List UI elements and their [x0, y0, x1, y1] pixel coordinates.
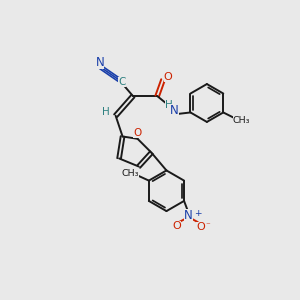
- Text: O: O: [172, 221, 181, 231]
- Text: H: H: [165, 100, 173, 110]
- Text: H: H: [102, 107, 110, 117]
- Text: O: O: [164, 72, 172, 82]
- Text: O: O: [134, 128, 142, 138]
- Text: N: N: [96, 56, 104, 69]
- Text: +: +: [194, 209, 202, 218]
- Text: CH₃: CH₃: [122, 169, 139, 178]
- Text: CH₃: CH₃: [232, 116, 250, 124]
- Text: O: O: [196, 222, 205, 232]
- Text: N: N: [184, 209, 193, 222]
- Text: N: N: [170, 104, 179, 117]
- Text: C: C: [118, 77, 126, 87]
- Text: ⁻: ⁻: [205, 221, 210, 230]
